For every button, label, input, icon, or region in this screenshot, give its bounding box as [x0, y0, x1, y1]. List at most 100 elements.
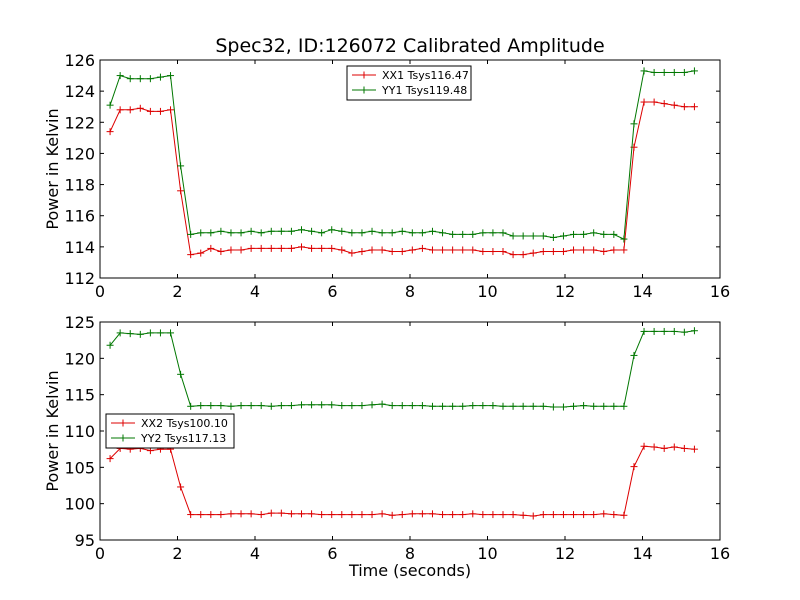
top-series-1-point	[156, 107, 164, 115]
bottom-x-tick-label: 16	[710, 544, 730, 563]
bottom-series-2-point	[418, 402, 426, 410]
top-series-2-point	[298, 226, 305, 234]
bottom-series-1-point	[580, 511, 588, 519]
bottom-series-2-point	[680, 328, 688, 336]
bottom-series-2-point	[610, 402, 618, 410]
top-series-2-point	[539, 232, 547, 240]
bottom-series-1-point	[428, 510, 436, 518]
top-series-2-point	[378, 229, 386, 237]
top-y-tick-label: 112	[64, 269, 95, 288]
bottom-series-1-point	[559, 511, 567, 519]
bottom-series-1-point	[338, 511, 346, 519]
bottom-series-2-point	[257, 402, 265, 410]
top-y-tick-label: 118	[64, 176, 95, 195]
top-series-2-point	[529, 232, 537, 240]
top-series-2-point	[348, 229, 356, 237]
bottom-series-2-point	[559, 403, 567, 411]
top-series-1-point	[650, 98, 658, 106]
bottom-series-2-point	[489, 402, 497, 410]
bottom-series-2-point	[207, 402, 215, 410]
top-series-1-point	[298, 243, 305, 251]
top-series-1-point	[227, 246, 235, 254]
bottom-series-1-point	[287, 510, 295, 518]
bottom-series-2	[106, 327, 698, 411]
top-series-2-point	[670, 68, 678, 76]
top-x-tick-label: 10	[477, 282, 497, 301]
bottom-series-1-point	[529, 512, 537, 520]
top-series-2	[106, 67, 698, 243]
top-series-2-point	[620, 235, 628, 243]
bottom-series-1-point	[257, 511, 265, 519]
bottom-x-tick-label: 12	[555, 544, 575, 563]
top-series-2-point	[338, 227, 346, 235]
top-series-1-point	[277, 244, 285, 252]
bottom-series-2-point	[136, 330, 144, 338]
top-series-1-point	[136, 104, 144, 112]
bottom-series-1-point	[207, 511, 215, 519]
bottom-series-2-point	[358, 402, 366, 410]
top-series-2-point	[418, 229, 426, 237]
bottom-series-2-point	[378, 400, 386, 408]
bottom-x-axis-title: Time (seconds)	[348, 561, 471, 580]
top-series-1-point	[559, 248, 567, 256]
bottom-x-tick-label: 14	[632, 544, 652, 563]
top-y-tick-label: 116	[64, 207, 95, 226]
top-series-2-point	[388, 229, 396, 237]
bottom-series-2-point	[197, 402, 205, 410]
top-series-1-point	[126, 106, 134, 114]
top-series-2-point	[177, 162, 185, 170]
top-y-tick-label: 122	[64, 113, 95, 132]
bottom-series-1-point	[690, 445, 698, 453]
bottom-series-2-point	[529, 402, 537, 410]
bottom-legend-entry-2: YY2 Tsys117.13	[111, 432, 226, 445]
top-series-1-point	[620, 246, 628, 254]
bottom-series-2-point	[227, 402, 235, 410]
bottom-series-2-point	[177, 370, 185, 378]
bottom-series-2-point	[237, 402, 245, 410]
bottom-series-2-point	[690, 327, 698, 335]
top-series-2-point	[469, 230, 477, 238]
bottom-series-1-point	[549, 511, 557, 519]
bottom-series-1-point	[106, 455, 114, 463]
bottom-y-tick-label: 100	[64, 495, 95, 514]
top-series-2-point	[509, 232, 517, 240]
top-series-2-point	[237, 229, 245, 237]
top-series-1-point	[660, 100, 668, 108]
top-series-1-point	[348, 249, 356, 257]
bottom-series-2-point	[338, 402, 346, 410]
bottom-y-axis-title: Power in Kelvin	[43, 370, 62, 491]
bottom-series-1-point	[660, 444, 668, 452]
bottom-series-2-point	[570, 402, 578, 410]
bottom-series-1-point	[489, 511, 497, 519]
top-series-1-point	[217, 248, 225, 256]
top-series-2-point	[197, 229, 205, 237]
bottom-series-2-point	[519, 402, 527, 410]
top-series-2-point	[167, 72, 175, 80]
bottom-series-2-point	[670, 327, 678, 335]
top-series-1-point	[600, 248, 608, 256]
bottom-series-2-point	[277, 402, 285, 410]
bottom-series-1-point	[590, 511, 598, 519]
top-series-1-point	[640, 98, 648, 106]
bottom-series-1-point	[600, 510, 608, 518]
top-x-tick-label: 8	[405, 282, 415, 301]
bottom-series-2-point	[217, 402, 225, 410]
top-y-axis-title: Power in Kelvin	[43, 108, 62, 229]
bottom-series-1-point	[620, 511, 628, 519]
top-series-2-point	[156, 73, 164, 81]
top-series-2-point	[267, 227, 275, 235]
bottom-series-2-point	[640, 327, 648, 335]
bottom-series-1-point	[459, 511, 467, 519]
bottom-x-tick-label: 4	[250, 544, 260, 563]
top-series-2-point	[408, 229, 416, 237]
top-series-2-point	[650, 68, 658, 76]
bottom-series-1-point	[177, 483, 185, 491]
top-series-1-point	[439, 246, 447, 254]
top-series-2-point	[308, 227, 316, 235]
bottom-series-1-point	[630, 463, 638, 471]
top-series-1-point	[308, 244, 316, 252]
bottom-series-1-point	[509, 511, 517, 519]
top-series-1-point	[680, 103, 688, 111]
bottom-series-2-point	[439, 402, 447, 410]
